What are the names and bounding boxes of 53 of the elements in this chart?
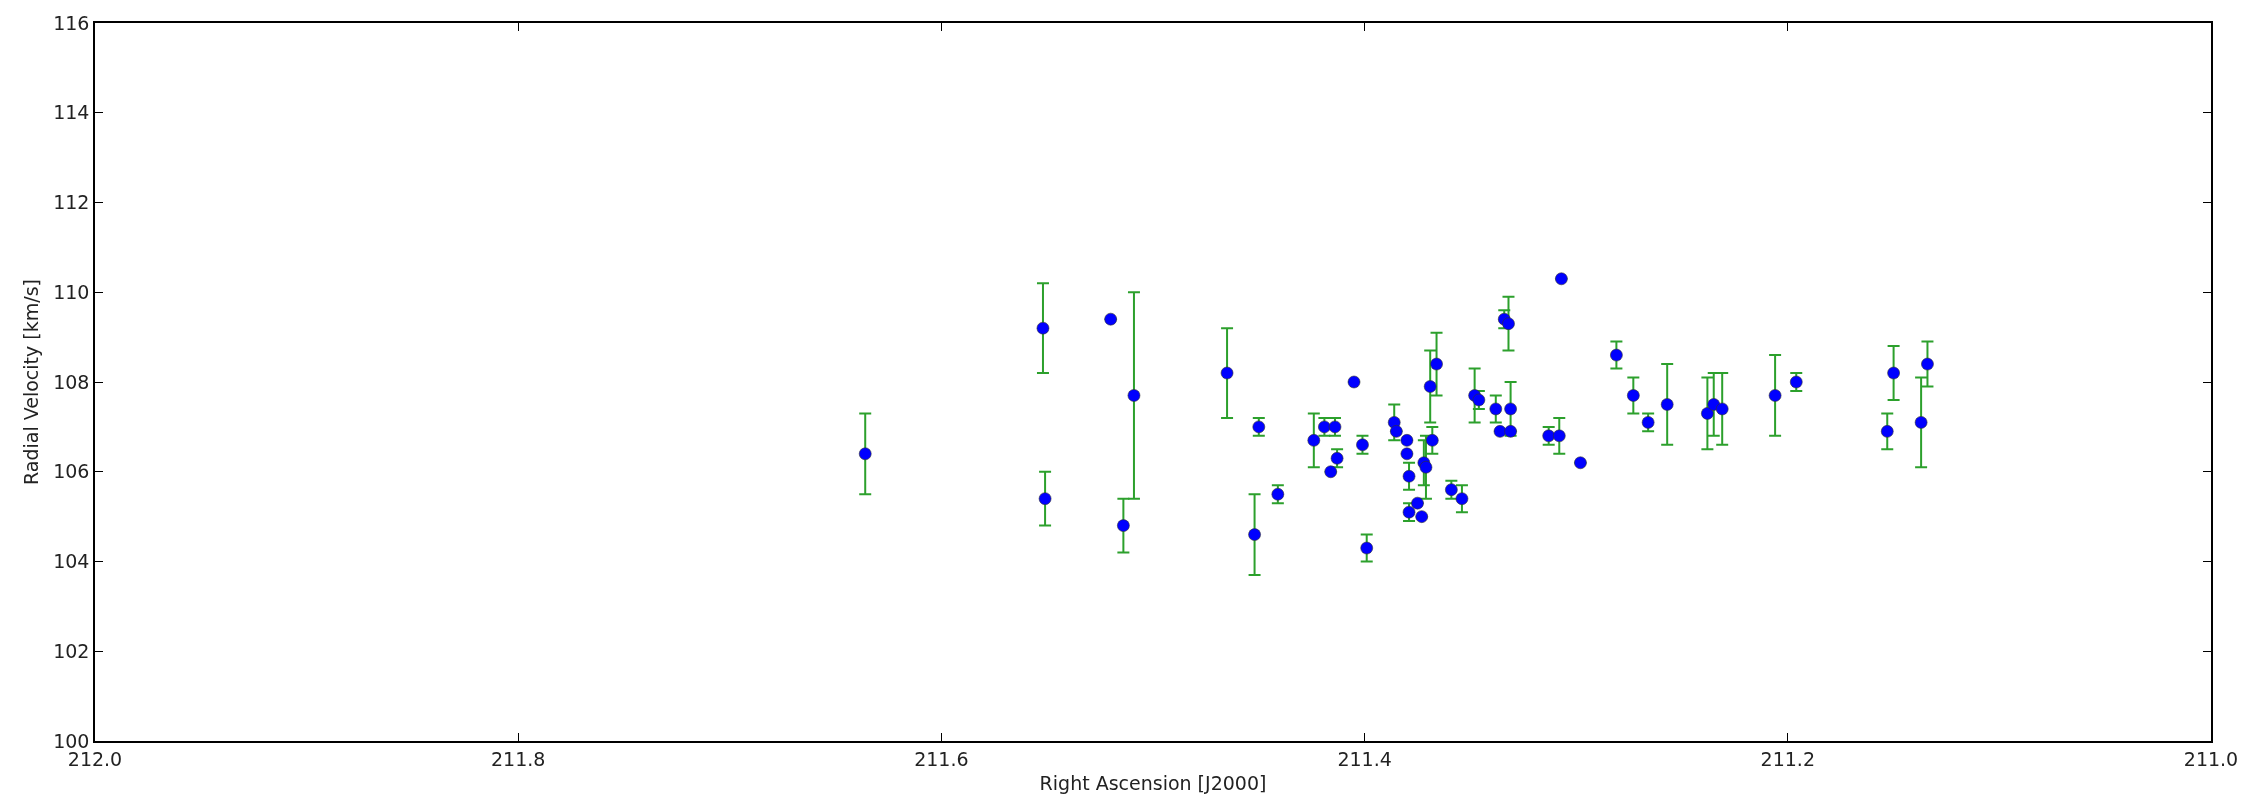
point [1419, 460, 1433, 474]
point [1502, 317, 1515, 330]
point [1127, 389, 1141, 402]
point [1411, 496, 1424, 510]
point [1220, 366, 1234, 380]
point [1887, 366, 1900, 380]
y-tick-label: 106 [53, 460, 90, 483]
point [1430, 357, 1443, 371]
point [1914, 416, 1928, 429]
point [1660, 398, 1674, 411]
point [1715, 402, 1729, 416]
point [1489, 402, 1503, 416]
point [1504, 402, 1517, 416]
y-axis-title: Radial Velocity [km/s] [19, 279, 42, 485]
x-tick-label: 211.2 [1760, 747, 1815, 770]
point [1455, 492, 1469, 505]
point [1347, 375, 1361, 389]
point [1701, 407, 1714, 420]
point [1307, 434, 1321, 447]
y-tick-label: 112 [53, 191, 90, 214]
point [1036, 321, 1050, 335]
x-tick-label: 211.8 [491, 747, 546, 770]
point [1627, 389, 1640, 402]
point [1574, 456, 1587, 470]
y-tick-label: 108 [53, 370, 90, 393]
y-tick-label: 114 [53, 101, 90, 124]
point [1324, 465, 1338, 479]
point [1768, 389, 1782, 402]
y-tick-label: 116 [53, 11, 90, 34]
point [1117, 519, 1130, 532]
x-tick-label: 211.6 [914, 747, 969, 770]
point [1552, 429, 1566, 443]
point [1390, 425, 1403, 438]
point [1248, 528, 1261, 541]
point [1880, 425, 1894, 438]
point [858, 447, 872, 461]
x-tick-label: 211.0 [2183, 747, 2239, 770]
point [1415, 510, 1429, 523]
x-tick-label: 211.4 [1337, 747, 1392, 770]
point [1402, 469, 1416, 483]
point [1426, 434, 1439, 447]
y-tick-label: 110 [53, 280, 90, 303]
y-tick-label: 104 [53, 550, 90, 573]
point [1921, 357, 1934, 371]
point [1423, 380, 1437, 393]
point [1555, 272, 1568, 286]
point [1038, 492, 1052, 505]
point [1360, 541, 1374, 555]
point [1610, 348, 1623, 362]
x-axis-title: Right Ascension [J2000] [1039, 771, 1267, 794]
y-tick-label: 102 [53, 639, 90, 662]
point [1400, 447, 1414, 461]
point [1104, 312, 1117, 326]
